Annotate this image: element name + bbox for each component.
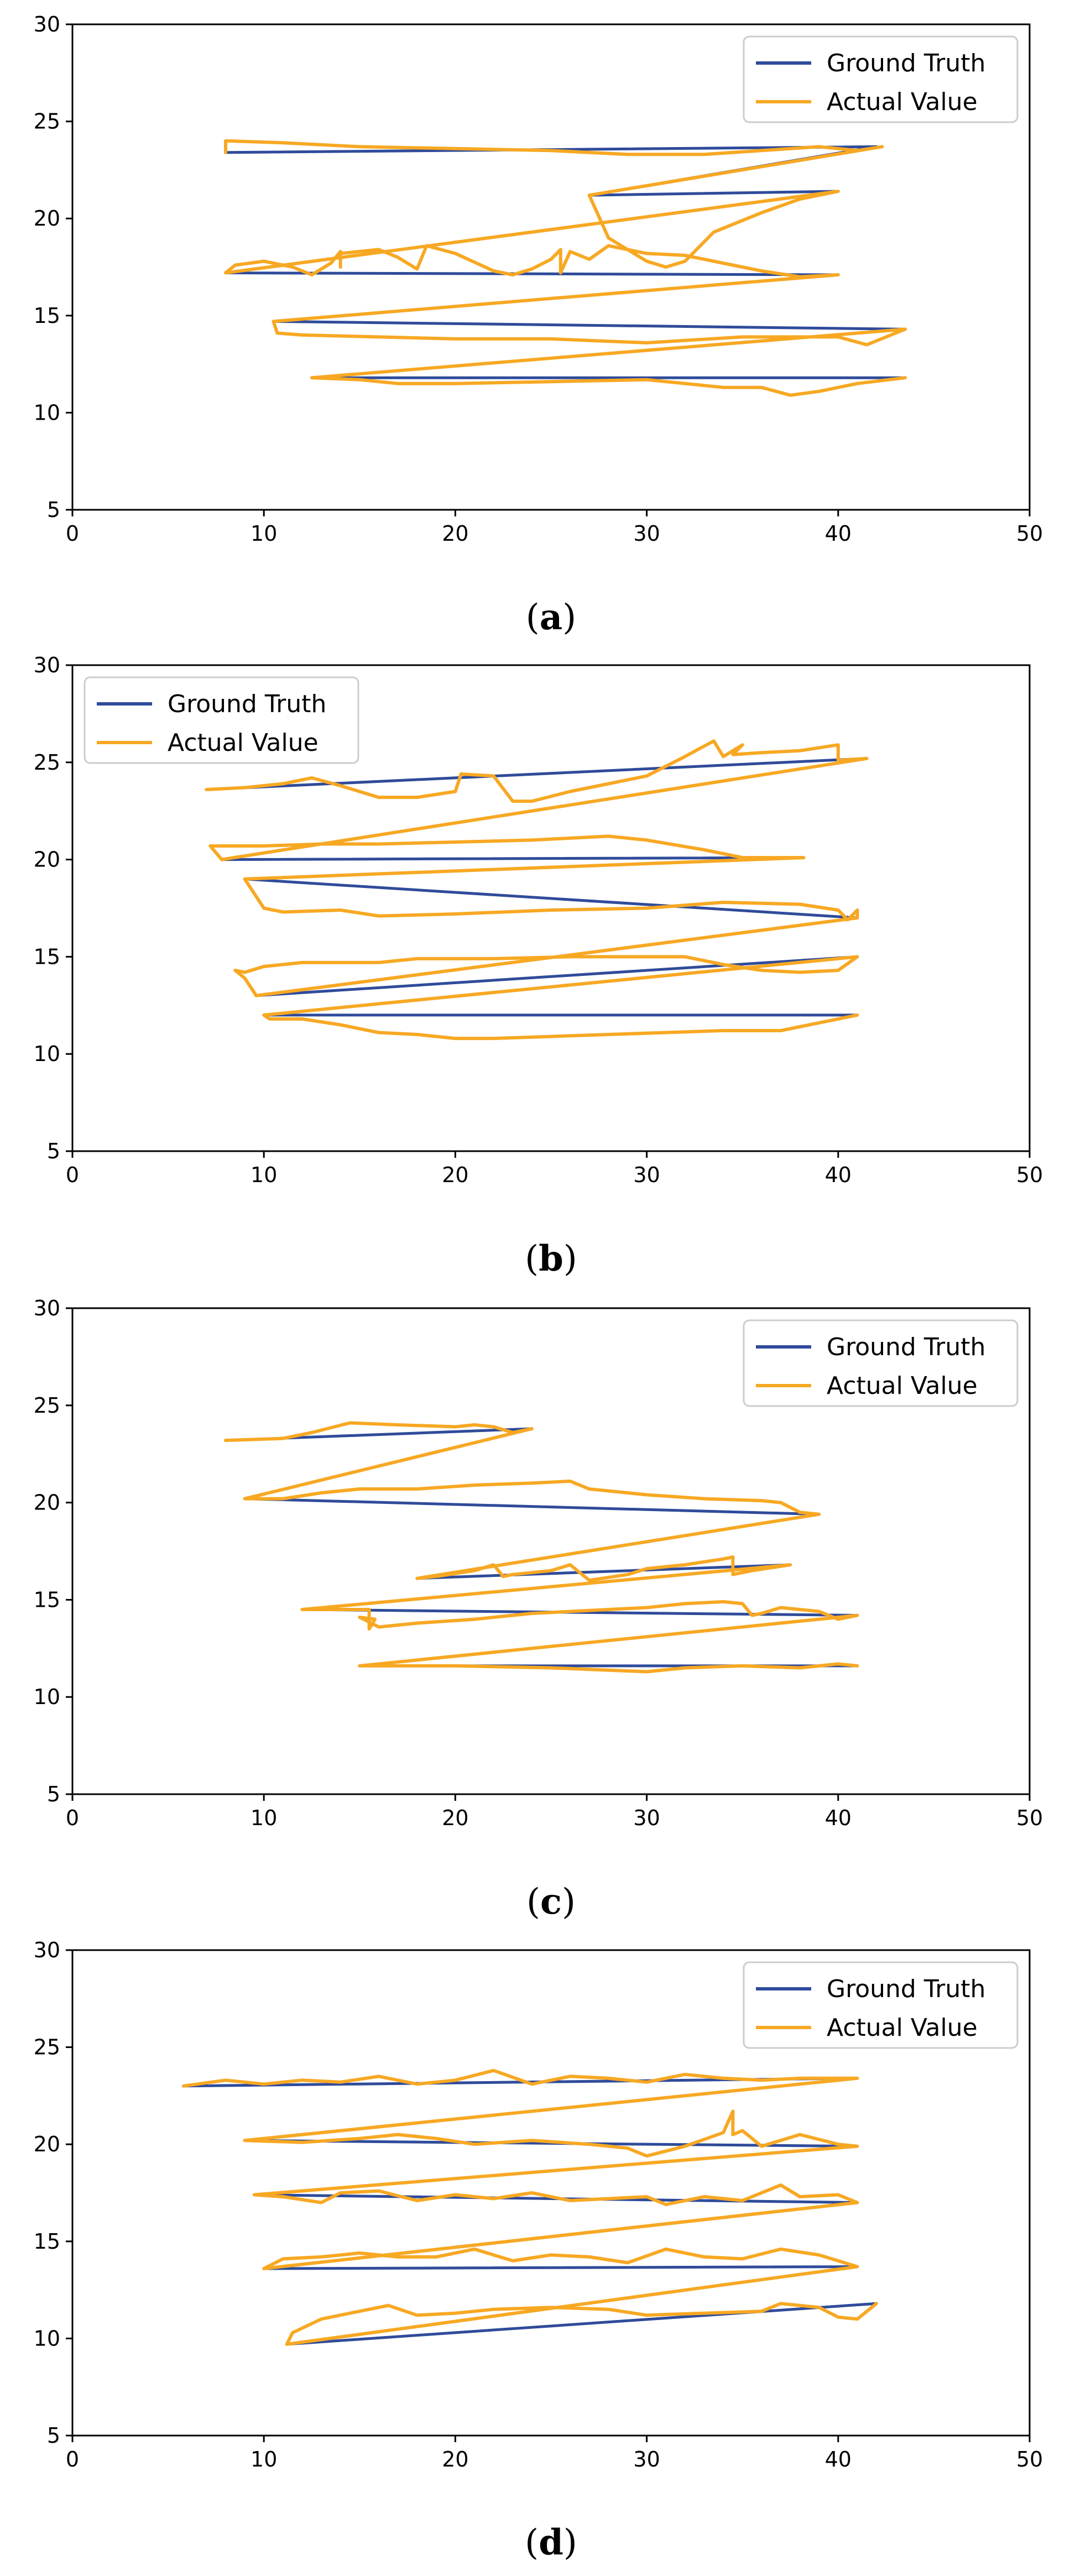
x-tick-label: 50: [1016, 1163, 1043, 1187]
legend: Ground Truth Actual Value: [743, 1319, 1019, 1407]
x-tick-label: 20: [442, 1163, 468, 1187]
axes-frame: [71, 664, 1031, 1152]
y-tick-label: 5: [47, 2423, 60, 2448]
series-line-actual-value: [205, 739, 869, 1041]
panel-caption-letter: a: [540, 597, 562, 638]
panel-caption-letter: b: [539, 1238, 563, 1279]
chart-panel-a: 0 10 20 30 40 50 5 10 15 20 25 30 Ground Truth Actual…: [34, 12, 1043, 638]
series-line-actual-value: [181, 2068, 878, 2346]
axes-frame: [71, 23, 1031, 511]
legend: Ground Truth Actual Value: [743, 1961, 1019, 2049]
y-tick-label: 30: [34, 12, 60, 36]
legend-label: Actual Value: [827, 1372, 978, 1400]
panel-caption: (b): [525, 1238, 577, 1279]
y-tick-label: 10: [34, 2326, 60, 2350]
y-tick-label: 5: [47, 498, 60, 522]
y-tick-label: 10: [34, 1685, 60, 1709]
x-tick-label: 40: [825, 2447, 852, 2472]
chart-panel-d: 0 10 20 30 40 50 5 10 15 20 25 30 Ground Truth Actual…: [34, 1938, 1043, 2563]
legend: Ground Truth Actual Value: [743, 35, 1019, 123]
y-tick-label: 25: [34, 2035, 60, 2060]
x-tick-label: 20: [442, 521, 468, 546]
y-tick-label: 5: [47, 1782, 60, 1806]
x-tick-label: 0: [66, 521, 79, 546]
x-tick-label: 30: [633, 1806, 660, 1830]
legend-box: [743, 1319, 1019, 1407]
legend-label: Actual Value: [168, 729, 319, 757]
series-line-ground-truth: [224, 1427, 859, 1668]
x-tick-label: 50: [1016, 1806, 1043, 1830]
y-tick-label: 15: [34, 304, 60, 328]
y-tick-label: 10: [34, 1042, 60, 1066]
legend-label: Ground Truth: [827, 1333, 985, 1361]
x-tick-label: 10: [250, 1806, 277, 1830]
y-tick-label: 20: [34, 848, 60, 872]
y-tick-label: 25: [34, 1393, 60, 1418]
legend-box: [743, 1961, 1019, 2049]
x-tick-label: 50: [1016, 2447, 1043, 2472]
legend: Ground Truth Actual Value: [83, 676, 359, 764]
axes-frame: [71, 1949, 1031, 2437]
chart-panel-c: 0 10 20 30 40 50 5 10 15 20 25 30 Ground Truth Actual…: [34, 1296, 1043, 1922]
y-tick-label: 30: [34, 653, 60, 677]
axes-frame: [71, 1307, 1031, 1795]
x-tick-label: 20: [442, 1806, 468, 1830]
legend-label: Actual Value: [827, 88, 978, 116]
x-tick-label: 40: [825, 521, 852, 546]
legend-label: Ground Truth: [168, 690, 326, 718]
panel-caption-letter: c: [540, 1881, 562, 1922]
x-tick-label: 30: [633, 2447, 660, 2472]
y-tick-label: 15: [34, 1587, 60, 1612]
y-tick-label: 25: [34, 109, 60, 134]
x-tick-label: 40: [825, 1163, 852, 1187]
y-tick-label: 20: [34, 206, 60, 231]
panel-caption: (d): [525, 2522, 577, 2563]
legend-box: [743, 35, 1019, 123]
panel-caption: (a): [526, 597, 576, 638]
y-tick-label: 25: [34, 750, 60, 775]
series-line-actual-value: [224, 1421, 859, 1674]
y-tick-label: 10: [34, 400, 60, 425]
legend-label: Ground Truth: [827, 49, 985, 77]
y-tick-label: 30: [34, 1296, 60, 1320]
y-tick-label: 20: [34, 1491, 60, 1515]
legend-label: Ground Truth: [827, 1975, 985, 2003]
x-tick-label: 30: [633, 1163, 660, 1187]
x-tick-label: 0: [66, 1806, 79, 1830]
panel-caption-letter: d: [539, 2522, 563, 2563]
y-tick-label: 15: [34, 2229, 60, 2254]
x-tick-label: 50: [1016, 521, 1043, 546]
y-tick-label: 30: [34, 1938, 60, 1962]
panel-caption: (c): [526, 1881, 576, 1922]
x-tick-label: 10: [250, 2447, 277, 2472]
x-tick-label: 0: [66, 1163, 79, 1187]
y-tick-label: 20: [34, 2132, 60, 2156]
x-tick-label: 0: [66, 2447, 79, 2472]
x-tick-label: 40: [825, 1806, 852, 1830]
x-tick-label: 10: [250, 1163, 277, 1187]
x-tick-label: 10: [250, 521, 277, 546]
y-tick-label: 5: [47, 1139, 60, 1163]
y-tick-label: 15: [34, 944, 60, 969]
series-line-ground-truth: [205, 757, 869, 1017]
chart-panel-b: 0 10 20 30 40 50 5 10 15 20 25 30 Ground Truth Actual…: [34, 653, 1043, 1279]
legend-box: [83, 676, 359, 764]
legend-label: Actual Value: [827, 2014, 978, 2042]
x-tick-label: 30: [633, 521, 660, 546]
series-line-actual-value: [224, 139, 907, 397]
x-tick-label: 20: [442, 2447, 468, 2472]
